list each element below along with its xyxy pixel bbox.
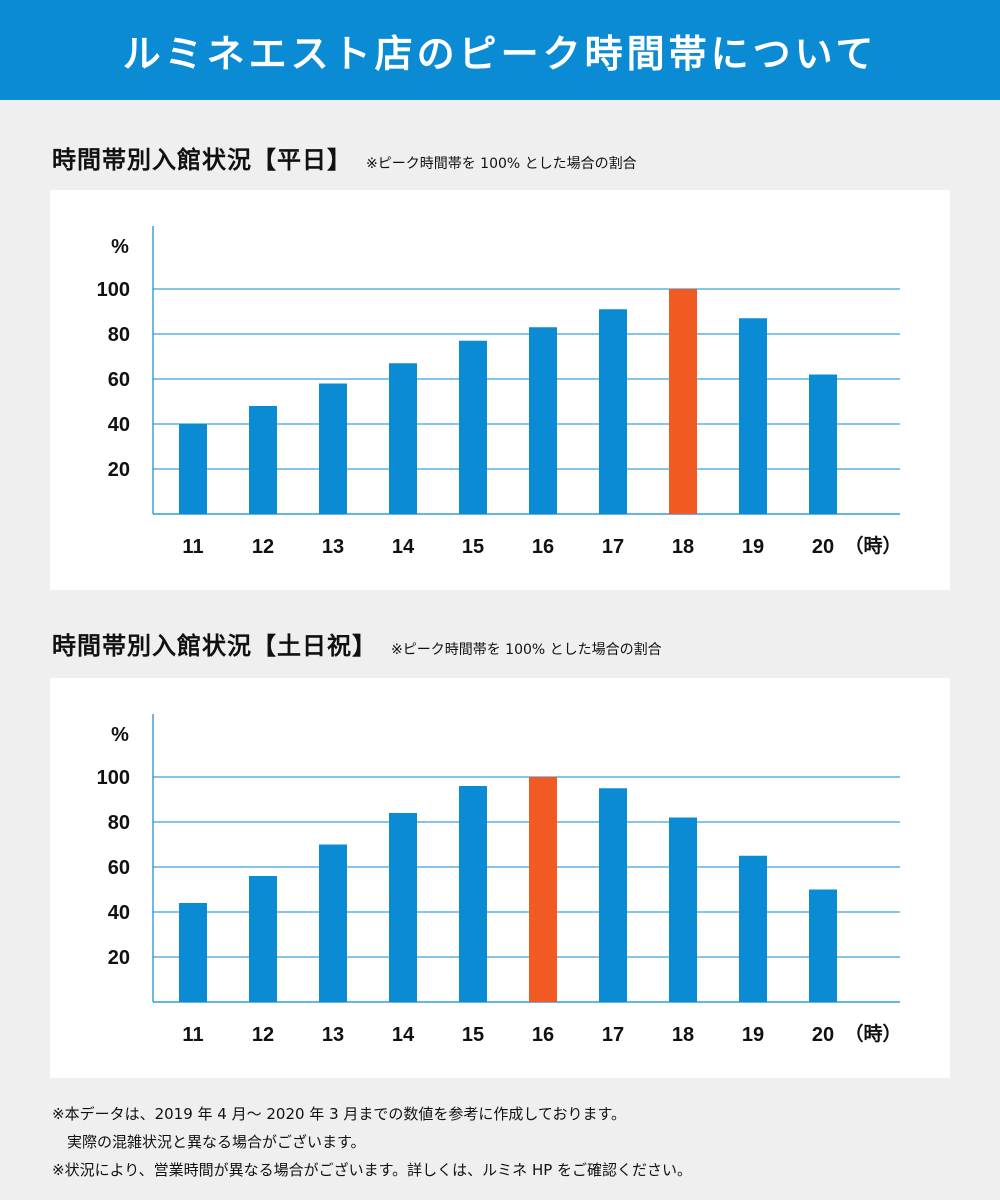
footnote: ※本データは、2019 年 4 月～ 2020 年 3 月までの数値を参考に作成… [52, 1105, 626, 1123]
bar-chart-weekend: 20 40 60 80 100% 11 12 13 14 15 16 17 18 19 20 （時） [97, 714, 902, 1046]
chart-panel-weekend: 20 40 60 80 100% 11 12 13 14 15 16 17 18 19 20 （時） [50, 678, 950, 1078]
x-tick-label: 19 [742, 536, 764, 558]
bar [739, 318, 767, 514]
bar-chart-weekday: 20 40 60 80 100% 11 12 13 14 15 16 17 18 19 20 （時） [97, 226, 902, 558]
bar [249, 876, 277, 1002]
bar [179, 903, 207, 1002]
x-tick-label: 20 [812, 1024, 834, 1046]
chart-panel-weekday: 20 40 60 80 100% 11 12 13 14 15 16 17 18 19 20 （時） [50, 190, 950, 590]
x-tick-label: 20 [812, 536, 834, 558]
x-tick-label: 14 [392, 1024, 415, 1046]
section-title-weekday: 時間帯別入館状況【平日】 ※ピーク時間帯を 100% とした場合の割合 [52, 140, 637, 175]
x-tick-label: 11 [182, 536, 203, 558]
section-heading: 時間帯別入館状況【土日祝】 [52, 632, 377, 660]
x-tick-label: 12 [252, 1024, 274, 1046]
bar [179, 424, 207, 514]
y-tick-label: 20 [108, 947, 130, 969]
x-tick-label: 16 [532, 1024, 554, 1046]
x-axis-unit-label: （時） [844, 1022, 901, 1045]
y-tick-label: 40 [108, 414, 130, 436]
y-axis-unit-label: % [111, 724, 129, 746]
bar [809, 889, 837, 1002]
x-tick-label: 17 [602, 536, 624, 558]
x-tick-label: 12 [252, 536, 274, 558]
bar-peak [669, 289, 697, 514]
x-tick-label: 16 [532, 536, 554, 558]
bar [389, 813, 417, 1002]
bar [389, 363, 417, 514]
x-tick-label: 14 [392, 536, 415, 558]
bar [319, 383, 347, 514]
footnote: 実際の混雑状況と異なる場合がございます。 [67, 1133, 366, 1151]
bar [459, 340, 487, 514]
section-heading: 時間帯別入館状況【平日】 [52, 146, 352, 174]
footnotes: ※本データは、2019 年 4 月～ 2020 年 3 月までの数値を参考に作成… [52, 1100, 692, 1184]
y-tick-label: 80 [108, 324, 130, 346]
bar [319, 844, 347, 1002]
x-tick-label: 15 [462, 536, 484, 558]
x-tick-label: 15 [462, 1024, 484, 1046]
bar [599, 309, 627, 514]
x-tick-label: 19 [742, 1024, 764, 1046]
x-tick-label: 11 [182, 1024, 203, 1046]
bar [599, 788, 627, 1002]
y-tick-label: 80 [108, 812, 130, 834]
bar-peak [529, 777, 557, 1002]
bar [809, 374, 837, 514]
y-tick-label: 100 [97, 767, 130, 789]
bar [459, 786, 487, 1002]
x-axis-unit-label: （時） [844, 534, 901, 557]
page-header: ルミネエスト店のピーク時間帯について [0, 0, 1000, 100]
y-tick-label: 60 [108, 369, 130, 391]
bar [739, 855, 767, 1002]
x-tick-label: 18 [672, 536, 694, 558]
x-tick-label: 17 [602, 1024, 624, 1046]
bar [669, 817, 697, 1002]
section-title-weekend: 時間帯別入館状況【土日祝】 ※ピーク時間帯を 100% とした場合の割合 [52, 626, 662, 661]
x-tick-label: 18 [672, 1024, 694, 1046]
y-tick-label: 100 [97, 279, 130, 301]
section-note: ※ピーク時間帯を 100% とした場合の割合 [366, 156, 637, 172]
y-tick-label: 40 [108, 902, 130, 924]
section-note: ※ピーク時間帯を 100% とした場合の割合 [391, 642, 662, 658]
y-axis-unit-label: % [111, 236, 129, 258]
bar [529, 327, 557, 514]
x-tick-label: 13 [322, 536, 344, 558]
x-tick-label: 13 [322, 1024, 344, 1046]
y-tick-label: 20 [108, 459, 130, 481]
y-tick-label: 60 [108, 857, 130, 879]
footnote: ※状況により、営業時間が異なる場合がございます。詳しくは、ルミネ HP をご確認… [52, 1161, 693, 1179]
page-title: ルミネエスト店のピーク時間帯について [122, 31, 878, 76]
bar [249, 406, 277, 514]
